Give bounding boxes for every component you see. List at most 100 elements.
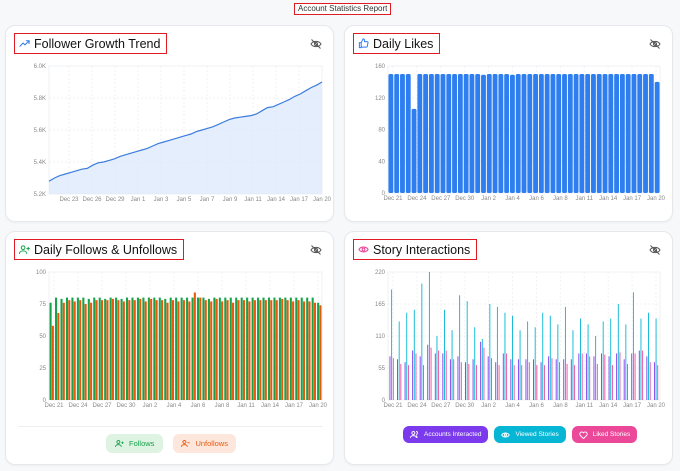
liked-stories-bar xyxy=(445,350,447,400)
likes-bar xyxy=(579,73,585,193)
x-tick-label: Dec 30 xyxy=(455,403,475,409)
x-tick-label: Dec 27 xyxy=(92,403,112,409)
unfollows-bar xyxy=(100,300,104,400)
unfollows-bar xyxy=(139,298,142,400)
accounts-interacted-bar xyxy=(578,353,580,400)
unfollows-bar xyxy=(286,300,289,400)
liked-stories-bar xyxy=(619,352,621,400)
likes-bar xyxy=(608,73,614,193)
likes-bar xyxy=(556,73,562,193)
unfollows-bar xyxy=(106,300,109,400)
x-tick-label: Jan 2 xyxy=(481,196,496,202)
eye-off-icon[interactable] xyxy=(649,39,661,49)
y-tick-label: 80 xyxy=(378,128,385,134)
x-tick-label: Jan 20 xyxy=(647,196,666,202)
liked-stories-bar xyxy=(657,365,659,400)
y-tick-label: 5.2K xyxy=(34,192,46,198)
daily-likes-card: Daily Likes 0 40 80 120 160 Dec 21 Dec 24 Dec 2… xyxy=(344,25,673,222)
unfollows-bar xyxy=(144,301,147,400)
eye-off-icon[interactable] xyxy=(649,245,661,255)
card-title-text: Daily Likes xyxy=(373,36,434,51)
follows-bar xyxy=(278,297,281,400)
accounts-interacted-bar xyxy=(525,359,527,400)
viewed-stories-bar xyxy=(512,315,513,400)
unfollows-bar xyxy=(90,302,93,400)
likes-bar xyxy=(457,73,463,193)
liked-stories-legend-button[interactable]: Liked Stories xyxy=(571,426,638,443)
y-tick-label: 0 xyxy=(43,398,47,404)
card-title-text: Story Interactions xyxy=(373,242,471,257)
follows-bar xyxy=(289,297,292,400)
follows-bar xyxy=(246,297,249,400)
unfollows-bar xyxy=(161,300,164,400)
likes-bar xyxy=(625,73,631,193)
unfollows-bar xyxy=(84,304,87,400)
x-tick-label: Dec 21 xyxy=(383,196,403,202)
viewed-stories-bar xyxy=(391,289,393,400)
eye-off-icon[interactable] xyxy=(310,245,322,255)
card-title: Follower Growth Trend xyxy=(14,33,168,54)
x-tick-label: Jan 17 xyxy=(285,403,304,409)
likes-bar xyxy=(591,73,596,193)
likes-bar xyxy=(475,73,481,193)
likes-bar xyxy=(423,73,429,193)
liked-stories-bar xyxy=(581,353,583,400)
likes-bar xyxy=(486,73,492,193)
follows-bar xyxy=(131,297,134,400)
likes-bar xyxy=(654,81,660,194)
accounts-interacted-bar xyxy=(638,350,640,400)
x-tick-label: Jan 20 xyxy=(647,403,666,409)
follows-bar xyxy=(98,297,101,400)
likes-bar xyxy=(463,73,469,193)
viewed-stories-bar xyxy=(428,272,430,400)
follows-bar xyxy=(284,297,287,400)
liked-stories-bar xyxy=(453,359,455,400)
accounts-interacted-bar xyxy=(570,359,572,400)
follows-bar xyxy=(104,298,107,400)
follows-bar xyxy=(65,297,68,400)
eye-off-icon[interactable] xyxy=(310,39,322,49)
accounts-interacted-bar xyxy=(434,353,436,400)
x-tick-label: Jan 11 xyxy=(244,197,262,203)
heart-icon xyxy=(579,431,588,439)
x-tick-label: Jan 17 xyxy=(623,403,642,409)
viewed-stories-bar xyxy=(398,321,400,400)
likes-bar xyxy=(643,73,648,193)
x-tick-label: Jan 2 xyxy=(481,403,496,409)
accounts-interacted-bar xyxy=(555,359,557,400)
likes-bar xyxy=(538,73,544,193)
story-interactions-card: Story Interactions 0 55 110 165 220 Dec 21 Dec… xyxy=(344,231,673,465)
likes-bar xyxy=(521,73,527,193)
follows-bar xyxy=(191,297,194,400)
follows-bar xyxy=(186,297,189,400)
accounts-interacted-bar xyxy=(653,362,655,400)
y-tick-label: 5.6K xyxy=(34,128,46,134)
x-tick-label: Dec 24 xyxy=(407,196,427,202)
y-tick-label: 0 xyxy=(382,398,386,404)
legend-divider xyxy=(18,426,323,427)
liked-stories-bar xyxy=(491,358,492,400)
accounts-interacted-legend-button[interactable]: Accounts Interacted xyxy=(403,426,489,443)
unfollows-bar xyxy=(292,301,295,400)
likes-bar xyxy=(428,73,434,193)
viewed-stories-bar xyxy=(489,304,491,400)
follows-legend-button[interactable]: Follows xyxy=(106,434,164,453)
x-tick-label: Jan 2 xyxy=(143,403,158,409)
likes-bar xyxy=(469,73,475,193)
unfollows-bar xyxy=(62,302,65,400)
viewed-stories-bar xyxy=(474,327,476,400)
viewed-stories-bar xyxy=(580,318,581,400)
card-title: Story Interactions xyxy=(353,239,478,260)
viewed-stories-legend-button[interactable]: Viewed Stories xyxy=(494,426,566,443)
unfollows-legend-button[interactable]: Unfollows xyxy=(173,434,236,453)
y-tick-label: 75 xyxy=(39,302,46,308)
follows-legend-label: Follows xyxy=(129,439,155,448)
liked-stories-bar xyxy=(438,350,440,400)
viewed-stories-bar xyxy=(436,336,438,400)
liked-stories-bar xyxy=(528,362,530,400)
x-tick-label: Dec 23 xyxy=(59,197,79,203)
follows-bar xyxy=(300,297,303,400)
x-tick-label: Jan 5 xyxy=(177,197,192,203)
x-tick-label: Jan 20 xyxy=(313,197,332,203)
unfollows-bar xyxy=(313,302,316,400)
